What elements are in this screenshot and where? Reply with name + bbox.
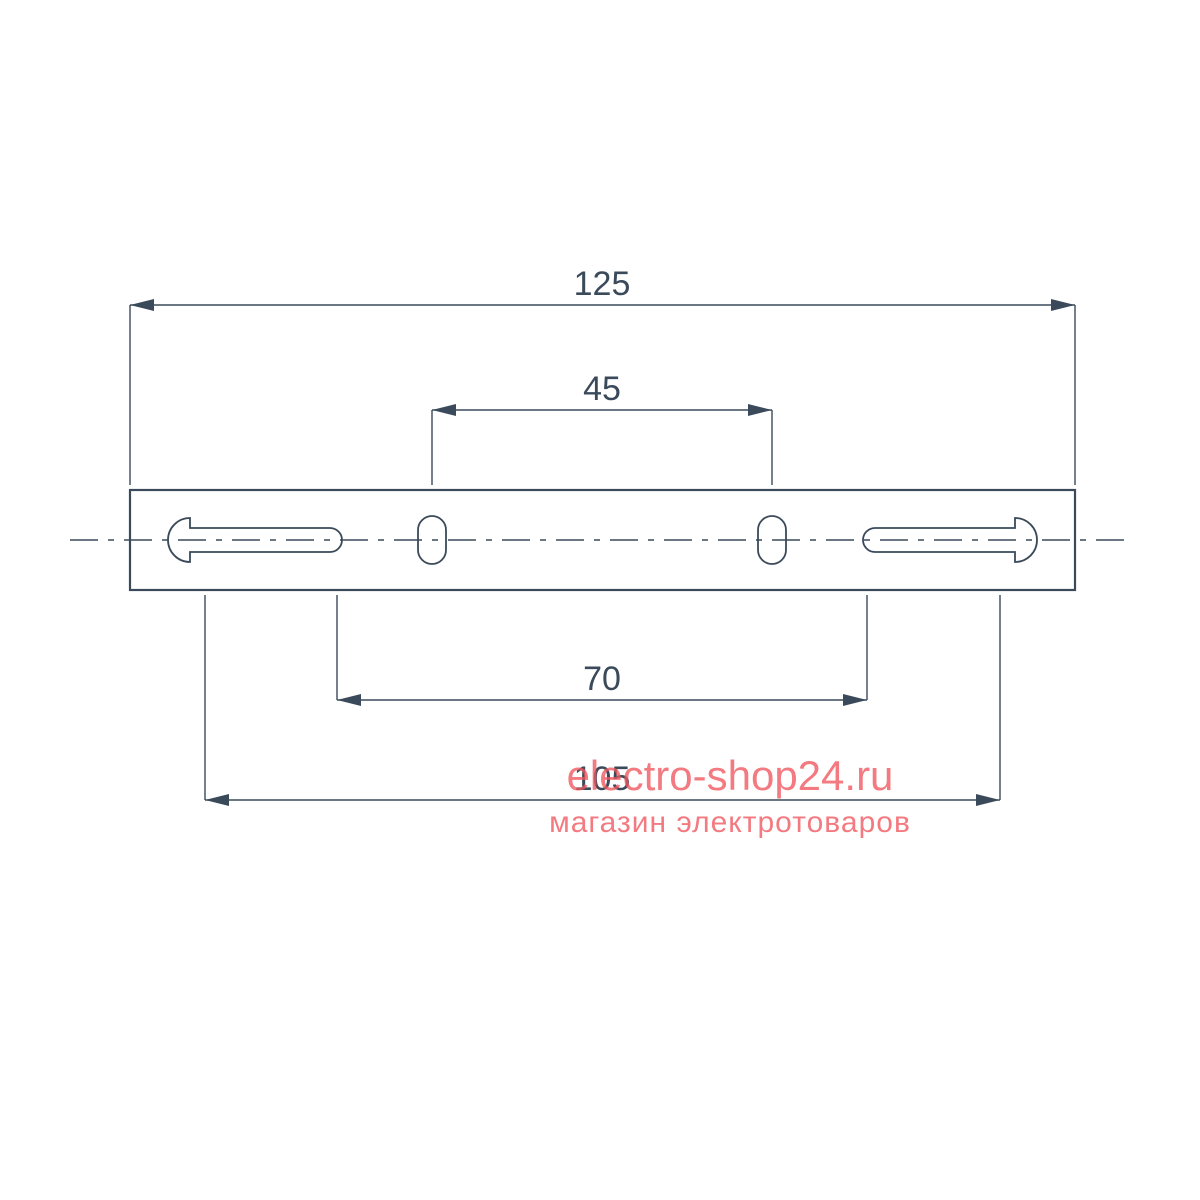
dim-70-label: 70	[583, 660, 621, 698]
watermark: electro-shop24.ru магазин электротоваров	[549, 752, 911, 839]
watermark-line1: electro-shop24.ru	[567, 752, 894, 799]
dim-45-label: 45	[583, 370, 621, 408]
watermark-line2: магазин электротоваров	[549, 806, 911, 839]
dim-125-label: 125	[574, 265, 631, 303]
dim-45: 45	[432, 370, 772, 485]
dim-70: 70	[337, 595, 867, 700]
